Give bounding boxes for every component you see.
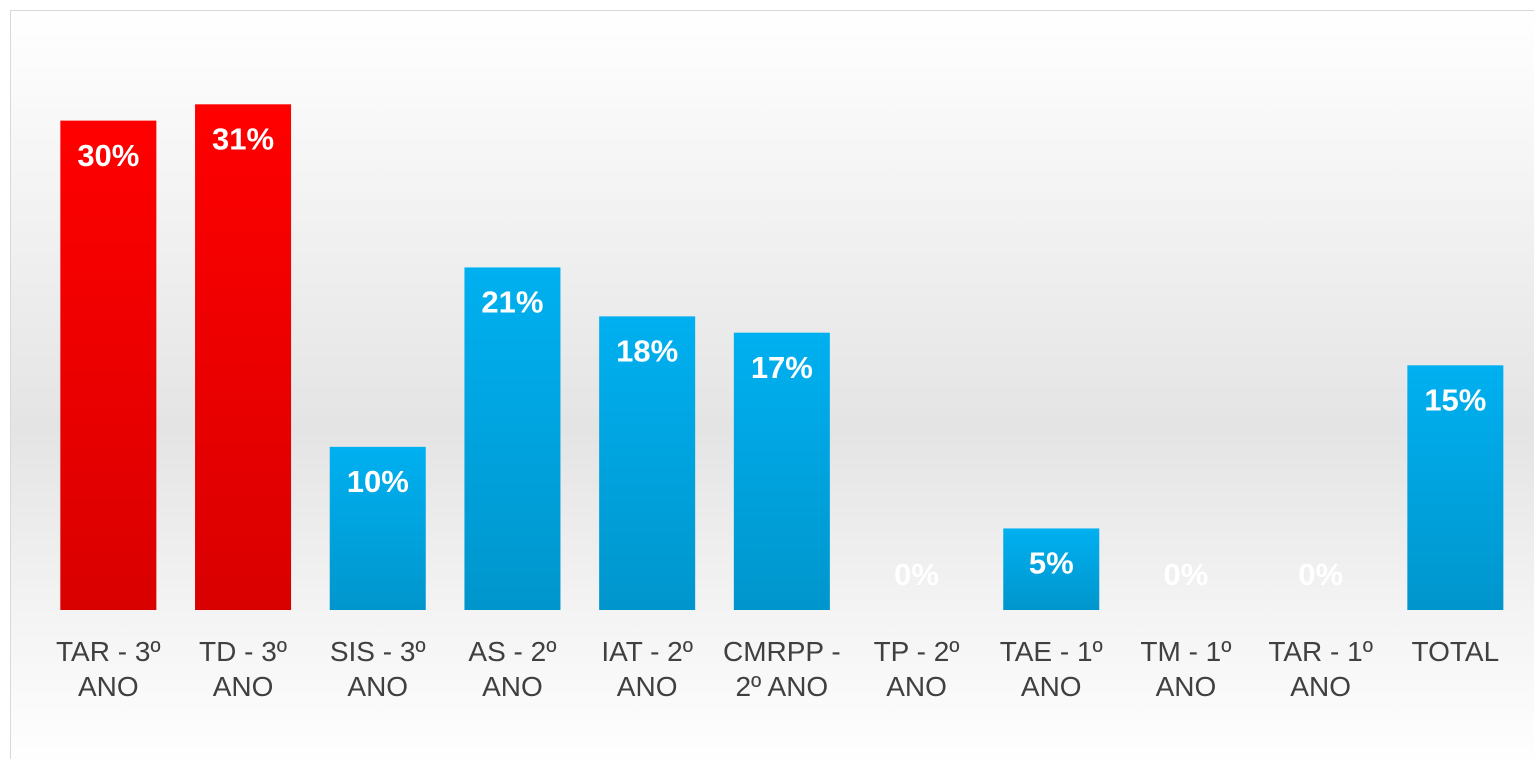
data-label: 17% (751, 350, 813, 385)
data-label: 15% (1424, 383, 1486, 418)
bar-shade (733, 332, 830, 610)
x-tick-label: CMRPP - 2º ANO (722, 636, 841, 702)
data-label: 30% (77, 138, 139, 173)
x-tick-label: SIS - 3º ANO (329, 636, 426, 702)
bar-shade (1003, 528, 1100, 610)
bar-shade (60, 120, 157, 610)
data-label: 18% (616, 334, 678, 369)
bar-shade (1407, 365, 1504, 610)
x-tick-label: TD - 3º ANO (199, 636, 288, 702)
x-tick-label: TM - 1º ANO (1140, 636, 1232, 702)
x-tick-label: AS - 2º ANO (468, 636, 557, 702)
x-tick-label: TAE - 1º ANO (999, 636, 1103, 702)
data-label: 5% (1029, 546, 1074, 581)
data-label: 0% (1298, 557, 1343, 592)
x-tick-label: TAR - 1º ANO (1268, 636, 1373, 702)
x-tick-label: TAR - 3º ANO (56, 636, 161, 702)
bar-shade (195, 104, 292, 610)
data-label: 0% (1164, 557, 1209, 592)
bar-shade (599, 316, 696, 610)
bar-shade (329, 446, 426, 610)
data-label: 0% (894, 557, 939, 592)
x-tick-label: TOTAL (1411, 636, 1500, 667)
data-label: 21% (481, 285, 543, 320)
bar-shade (464, 267, 561, 610)
data-label: 10% (347, 464, 409, 499)
data-label: 31% (212, 122, 274, 157)
x-tick-label: TP - 2º ANO (873, 636, 960, 702)
x-tick-label: IAT - 2º ANO (601, 636, 693, 702)
